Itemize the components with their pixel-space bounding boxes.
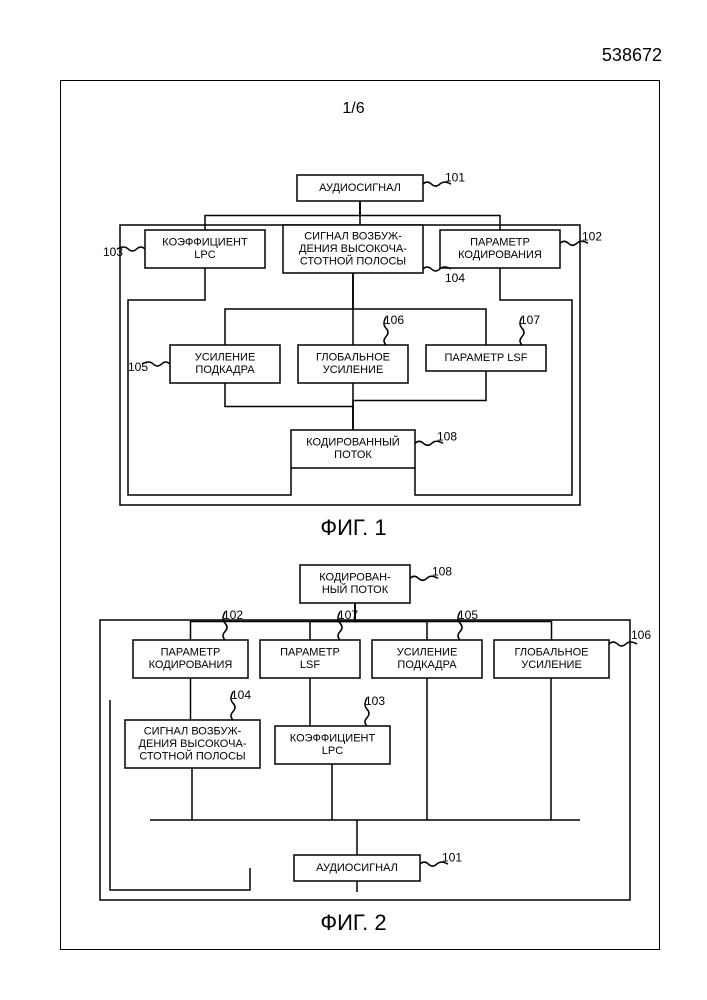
svg-text:КОДИРОВАНИЯ: КОДИРОВАНИЯ: [149, 659, 233, 671]
svg-text:102: 102: [223, 608, 243, 622]
svg-text:ПАРАМЕТР: ПАРАМЕТР: [161, 647, 221, 659]
svg-text:АУДИОСИГНАЛ: АУДИОСИГНАЛ: [319, 182, 401, 194]
svg-text:СИГНАЛ ВОЗБУЖ-: СИГНАЛ ВОЗБУЖ-: [304, 230, 402, 242]
block-104: СИГНАЛ ВОЗБУЖ-ДЕНИЯ ВЫСОКОЧА-СТОТНОЙ ПОЛ…: [283, 225, 423, 273]
diagram-svg: АУДИОСИГНАЛПАРАМЕТРКОДИРОВАНИЯКОЭФФИЦИЕН…: [0, 0, 707, 1000]
block-103: КОЭФФИЦИЕНТLPC: [275, 726, 390, 764]
svg-text:106: 106: [631, 628, 651, 642]
block-106: ГЛОБАЛЬНОЕУСИЛЕНИЕ: [494, 640, 609, 678]
svg-text:ПАРАМЕТР: ПАРАМЕТР: [280, 647, 340, 659]
svg-text:ГЛОБАЛЬНОЕ: ГЛОБАЛЬНОЕ: [316, 352, 390, 364]
svg-text:ПАРАМЕТР LSF: ПАРАМЕТР LSF: [445, 352, 528, 364]
svg-text:КОЭФФИЦИЕНТ: КОЭФФИЦИЕНТ: [290, 733, 376, 745]
svg-text:ПОДКАДРА: ПОДКАДРА: [397, 659, 457, 671]
svg-text:УСИЛЕНИЕ: УСИЛЕНИЕ: [195, 352, 256, 364]
svg-text:КОДИРОВАНИЯ: КОДИРОВАНИЯ: [458, 249, 542, 261]
svg-text:101: 101: [445, 170, 465, 184]
svg-text:LPC: LPC: [322, 745, 343, 757]
svg-text:LSF: LSF: [300, 659, 320, 671]
block-108: КОДИРОВАН-НЫЙ ПОТОК: [300, 565, 410, 603]
block-108: КОДИРОВАННЫЙПОТОК: [291, 430, 415, 468]
block-101: АУДИОСИГНАЛ: [294, 855, 420, 881]
svg-text:101: 101: [442, 850, 462, 864]
svg-text:103: 103: [365, 694, 385, 708]
caption-fig1: ФИГ. 1: [0, 515, 707, 541]
block-102: ПАРАМЕТРКОДИРОВАНИЯ: [133, 640, 248, 678]
block-107: ПАРАМЕТР LSF: [426, 345, 546, 371]
svg-text:LPC: LPC: [194, 249, 215, 261]
svg-text:ПОТОК: ПОТОК: [334, 449, 372, 461]
svg-text:108: 108: [432, 564, 452, 578]
block-103: КОЭФФИЦИЕНТLPC: [145, 230, 265, 268]
svg-text:108: 108: [437, 429, 457, 443]
svg-text:105: 105: [458, 608, 478, 622]
svg-text:102: 102: [582, 229, 602, 243]
block-107: ПАРАМЕТРLSF: [260, 640, 360, 678]
block-104: СИГНАЛ ВОЗБУЖ-ДЕНИЯ ВЫСОКОЧА-СТОТНОЙ ПОЛ…: [125, 720, 260, 768]
svg-text:107: 107: [338, 608, 358, 622]
svg-text:103: 103: [103, 245, 123, 259]
block-106: ГЛОБАЛЬНОЕУСИЛЕНИЕ: [298, 345, 408, 383]
svg-text:АУДИОСИГНАЛ: АУДИОСИГНАЛ: [316, 862, 398, 874]
svg-text:106: 106: [384, 313, 404, 327]
block-102: ПАРАМЕТРКОДИРОВАНИЯ: [440, 230, 560, 268]
block-101: АУДИОСИГНАЛ: [297, 175, 423, 201]
svg-text:104: 104: [231, 688, 251, 702]
svg-text:КОДИРОВАН-: КОДИРОВАН-: [319, 572, 391, 584]
svg-text:105: 105: [128, 360, 148, 374]
svg-text:104: 104: [445, 271, 465, 285]
block-105: УСИЛЕНИЕПОДКАДРА: [372, 640, 482, 678]
svg-text:НЫЙ ПОТОК: НЫЙ ПОТОК: [322, 583, 389, 596]
block-105: УСИЛЕНИЕПОДКАДРА: [170, 345, 280, 383]
svg-text:УСИЛЕНИЕ: УСИЛЕНИЕ: [521, 659, 582, 671]
svg-text:УСИЛЕНИЕ: УСИЛЕНИЕ: [323, 364, 384, 376]
svg-text:СТОТНОЙ ПОЛОСЫ: СТОТНОЙ ПОЛОСЫ: [300, 255, 406, 268]
caption-fig2: ФИГ. 2: [0, 910, 707, 936]
svg-text:УСИЛЕНИЕ: УСИЛЕНИЕ: [397, 647, 458, 659]
svg-text:СТОТНОЙ ПОЛОСЫ: СТОТНОЙ ПОЛОСЫ: [139, 750, 245, 763]
svg-text:ПАРАМЕТР: ПАРАМЕТР: [470, 237, 530, 249]
page-canvas: 538672 1/6 АУДИОСИГНАЛПАРАМЕТРКОДИРОВАНИ…: [0, 0, 707, 1000]
svg-text:ГЛОБАЛЬНОЕ: ГЛОБАЛЬНОЕ: [515, 647, 589, 659]
svg-text:СИГНАЛ ВОЗБУЖ-: СИГНАЛ ВОЗБУЖ-: [144, 725, 242, 737]
svg-text:ДЕНИЯ ВЫСОКОЧА-: ДЕНИЯ ВЫСОКОЧА-: [299, 243, 407, 255]
svg-text:ДЕНИЯ ВЫСОКОЧА-: ДЕНИЯ ВЫСОКОЧА-: [139, 738, 247, 750]
svg-text:ПОДКАДРА: ПОДКАДРА: [195, 364, 255, 376]
svg-text:КОДИРОВАННЫЙ: КОДИРОВАННЫЙ: [306, 436, 399, 449]
svg-text:107: 107: [520, 313, 540, 327]
svg-text:КОЭФФИЦИЕНТ: КОЭФФИЦИЕНТ: [162, 237, 248, 249]
